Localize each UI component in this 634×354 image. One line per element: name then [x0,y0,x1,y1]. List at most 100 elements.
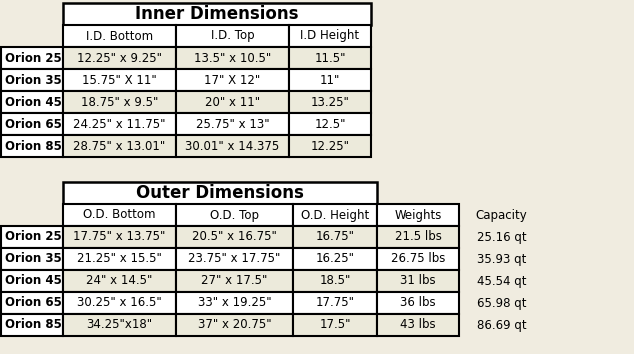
Bar [63,292,176,314]
Bar [1,113,63,135]
Text: I.D. Bottom: I.D. Bottom [86,29,153,42]
Text: 23.75" x 17.75": 23.75" x 17.75" [188,252,281,266]
Text: Orion 85: Orion 85 [5,319,62,331]
Bar [293,204,377,226]
Bar [293,314,377,336]
Text: 20" x 11": 20" x 11" [205,96,260,108]
Text: 30.25" x 16.5": 30.25" x 16.5" [77,297,162,309]
Bar [289,47,371,69]
Text: 43 lbs: 43 lbs [400,319,436,331]
Bar [63,270,176,292]
Text: 18.5": 18.5" [320,274,351,287]
Bar [1,47,63,69]
Text: 25.75" x 13": 25.75" x 13" [196,118,269,131]
Bar [1,292,63,314]
Bar [63,113,176,135]
Text: 16.25": 16.25" [316,252,354,266]
Text: 13.5" x 10.5": 13.5" x 10.5" [194,51,271,64]
Bar [176,204,293,226]
Text: 31 lbs: 31 lbs [400,274,436,287]
Bar [176,25,289,47]
Text: Orion 85: Orion 85 [5,139,62,153]
Text: Orion 25: Orion 25 [5,230,61,244]
Text: 65.98 qt: 65.98 qt [477,297,526,309]
Bar [289,113,371,135]
Text: 17.75" x 13.75": 17.75" x 13.75" [74,230,165,244]
Text: Orion 45: Orion 45 [5,274,62,287]
Text: 15.75" X 11": 15.75" X 11" [82,74,157,86]
Text: 37" x 20.75": 37" x 20.75" [198,319,271,331]
Bar [176,270,293,292]
Bar [289,69,371,91]
Bar [176,135,289,157]
Bar [377,314,459,336]
Text: 26.75 lbs: 26.75 lbs [391,252,445,266]
Text: Outer Dimensions: Outer Dimensions [136,184,304,202]
Text: 28.75" x 13.01": 28.75" x 13.01" [74,139,165,153]
Text: Orion 65: Orion 65 [5,118,62,131]
Text: 24.25" x 11.75": 24.25" x 11.75" [74,118,165,131]
Bar [1,270,63,292]
Bar [293,226,377,248]
Text: 13.25": 13.25" [311,96,349,108]
Bar [176,248,293,270]
Bar [289,135,371,157]
Bar [289,25,371,47]
Bar [63,204,176,226]
Bar [293,248,377,270]
Text: 36 lbs: 36 lbs [400,297,436,309]
Text: 24" x 14.5": 24" x 14.5" [86,274,153,287]
Bar [176,113,289,135]
Text: Orion 65: Orion 65 [5,297,62,309]
Text: 18.75" x 9.5": 18.75" x 9.5" [81,96,158,108]
Text: I.D Height: I.D Height [301,29,359,42]
Text: 17" X 12": 17" X 12" [204,74,261,86]
Bar [63,3,371,25]
Text: 12.25": 12.25" [311,139,349,153]
Text: 45.54 qt: 45.54 qt [477,274,526,287]
Text: 11.5": 11.5" [314,51,346,64]
Text: 12.5": 12.5" [314,118,346,131]
Bar [1,69,63,91]
Text: 30.01" x 14.375: 30.01" x 14.375 [185,139,280,153]
Bar [1,314,63,336]
Text: Inner Dimensions: Inner Dimensions [135,5,299,23]
Bar [176,47,289,69]
Bar [176,292,293,314]
Text: 12.25" x 9.25": 12.25" x 9.25" [77,51,162,64]
Bar [176,91,289,113]
Bar [377,292,459,314]
Bar [377,226,459,248]
Bar [176,314,293,336]
Bar [63,182,377,204]
Text: 21.25" x 15.5": 21.25" x 15.5" [77,252,162,266]
Bar [63,226,176,248]
Bar [63,69,176,91]
Bar [1,91,63,113]
Text: 20.5" x 16.75": 20.5" x 16.75" [192,230,277,244]
Bar [176,226,293,248]
Text: 35.93 qt: 35.93 qt [477,252,526,266]
Text: Orion 25: Orion 25 [5,51,61,64]
Text: 33" x 19.25": 33" x 19.25" [198,297,271,309]
Text: 27" x 17.5": 27" x 17.5" [202,274,268,287]
Text: I.D. Top: I.D. Top [210,29,254,42]
Text: 21.5 lbs: 21.5 lbs [394,230,441,244]
Bar [377,270,459,292]
Bar [1,135,63,157]
Bar [293,270,377,292]
Bar [63,248,176,270]
Text: 11": 11" [320,74,340,86]
Text: Orion 35: Orion 35 [5,252,61,266]
Bar [377,204,459,226]
Text: 17.75": 17.75" [316,297,354,309]
Text: O.D. Top: O.D. Top [210,209,259,222]
Bar [1,248,63,270]
Bar [63,47,176,69]
Text: Orion 35: Orion 35 [5,74,61,86]
Bar [293,292,377,314]
Text: O.D. Bottom: O.D. Bottom [83,209,156,222]
Bar [63,25,176,47]
Text: 17.5": 17.5" [320,319,351,331]
Text: Orion 45: Orion 45 [5,96,62,108]
